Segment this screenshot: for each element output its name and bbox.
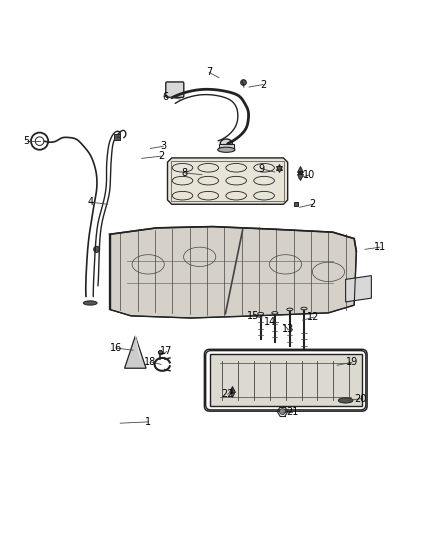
Text: 17: 17 <box>160 346 173 357</box>
Ellipse shape <box>338 398 353 403</box>
Text: 7: 7 <box>206 68 212 77</box>
Ellipse shape <box>83 301 97 305</box>
Text: 22: 22 <box>221 390 234 399</box>
Polygon shape <box>124 336 146 368</box>
Text: 2: 2 <box>158 151 164 161</box>
FancyBboxPatch shape <box>166 82 184 98</box>
Text: 20: 20 <box>354 394 367 403</box>
Circle shape <box>212 357 226 370</box>
Text: 5: 5 <box>24 136 30 146</box>
Ellipse shape <box>272 312 278 314</box>
Text: 11: 11 <box>374 242 386 252</box>
Text: 12: 12 <box>307 312 320 322</box>
Ellipse shape <box>258 312 264 315</box>
Text: 14: 14 <box>265 317 277 327</box>
Text: 13: 13 <box>282 324 294 334</box>
Polygon shape <box>167 158 288 204</box>
Polygon shape <box>346 276 371 302</box>
Ellipse shape <box>301 308 307 310</box>
Circle shape <box>212 390 226 403</box>
Bar <box>219 144 233 150</box>
Text: 2: 2 <box>310 199 316 209</box>
Polygon shape <box>209 354 362 406</box>
Circle shape <box>346 357 359 370</box>
Ellipse shape <box>220 139 232 148</box>
Text: 3: 3 <box>160 141 166 151</box>
Text: 6: 6 <box>162 92 168 101</box>
Text: 2: 2 <box>260 79 266 90</box>
Circle shape <box>279 409 286 415</box>
Text: 15: 15 <box>247 311 260 321</box>
Text: 9: 9 <box>258 164 264 174</box>
Text: 19: 19 <box>346 357 358 367</box>
Polygon shape <box>110 227 357 318</box>
Text: 16: 16 <box>110 343 122 353</box>
Bar <box>171 161 284 201</box>
Circle shape <box>94 246 100 252</box>
Text: 1: 1 <box>145 417 151 427</box>
Circle shape <box>346 390 359 403</box>
Text: 21: 21 <box>286 407 298 417</box>
Text: 18: 18 <box>144 357 156 367</box>
Ellipse shape <box>218 147 235 152</box>
Text: 10: 10 <box>303 170 315 180</box>
Ellipse shape <box>287 308 293 311</box>
Text: 8: 8 <box>182 168 188 178</box>
Text: 4: 4 <box>87 197 93 207</box>
